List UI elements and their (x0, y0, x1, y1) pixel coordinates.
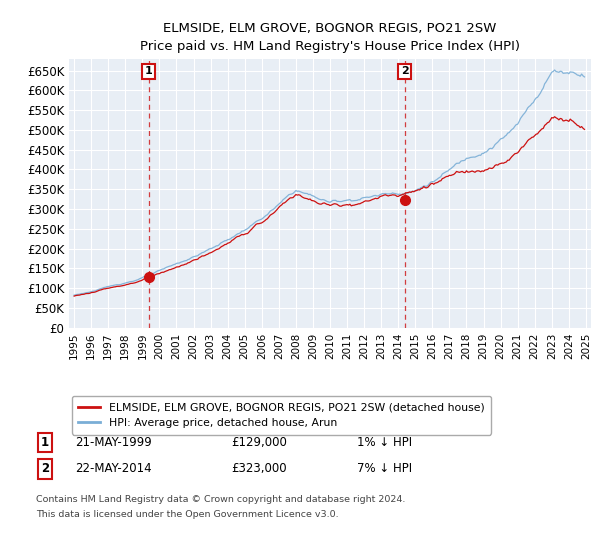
Text: £129,000: £129,000 (231, 436, 287, 449)
Text: 1: 1 (41, 436, 49, 449)
Text: £323,000: £323,000 (231, 462, 287, 475)
Text: Contains HM Land Registry data © Crown copyright and database right 2024.: Contains HM Land Registry data © Crown c… (36, 495, 406, 504)
Text: 1: 1 (145, 67, 153, 77)
Text: 2: 2 (401, 67, 409, 77)
Text: 1% ↓ HPI: 1% ↓ HPI (357, 436, 412, 449)
Text: 22-MAY-2014: 22-MAY-2014 (75, 462, 152, 475)
Text: 21-MAY-1999: 21-MAY-1999 (75, 436, 152, 449)
Text: 7% ↓ HPI: 7% ↓ HPI (357, 462, 412, 475)
Title: ELMSIDE, ELM GROVE, BOGNOR REGIS, PO21 2SW
Price paid vs. HM Land Registry's Hou: ELMSIDE, ELM GROVE, BOGNOR REGIS, PO21 2… (140, 22, 520, 53)
Legend: ELMSIDE, ELM GROVE, BOGNOR REGIS, PO21 2SW (detached house), HPI: Average price,: ELMSIDE, ELM GROVE, BOGNOR REGIS, PO21 2… (72, 396, 491, 435)
Text: 2: 2 (41, 462, 49, 475)
Text: This data is licensed under the Open Government Licence v3.0.: This data is licensed under the Open Gov… (36, 510, 338, 519)
